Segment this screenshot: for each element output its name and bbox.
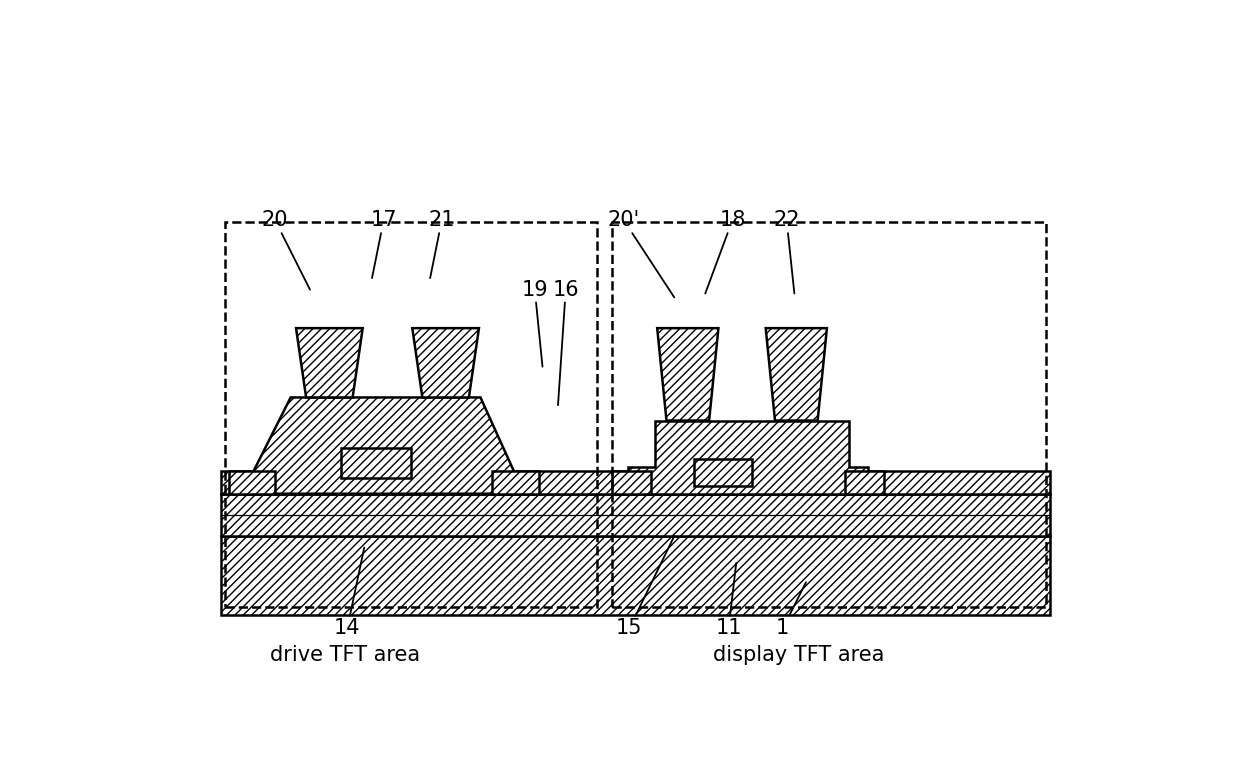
Text: display TFT area: display TFT area	[713, 645, 884, 666]
Text: 1: 1	[776, 583, 806, 638]
Polygon shape	[296, 328, 363, 397]
Text: 21: 21	[429, 210, 455, 278]
Bar	[613, 222, 1047, 607]
Polygon shape	[627, 420, 868, 494]
Text: drive TFT area: drive TFT area	[270, 645, 420, 666]
Polygon shape	[844, 470, 883, 494]
Text: 15: 15	[616, 536, 675, 638]
Text: 20: 20	[262, 210, 310, 289]
Text: 11: 11	[715, 563, 742, 638]
Polygon shape	[613, 470, 651, 494]
Polygon shape	[412, 328, 479, 397]
Bar	[221, 536, 1050, 615]
Polygon shape	[492, 470, 538, 494]
Polygon shape	[244, 397, 523, 494]
Bar	[221, 470, 1050, 494]
Polygon shape	[228, 470, 275, 494]
Text: 19: 19	[522, 280, 548, 367]
Text: 14: 14	[334, 547, 365, 638]
Bar	[224, 222, 596, 607]
Text: 20': 20'	[608, 210, 675, 297]
Polygon shape	[657, 328, 718, 420]
Bar	[221, 494, 1050, 536]
Text: 17: 17	[371, 210, 397, 278]
Text: 18: 18	[706, 210, 745, 293]
Text: 22: 22	[774, 210, 800, 293]
Bar	[693, 459, 751, 486]
Text: 16: 16	[553, 280, 579, 405]
Bar	[341, 448, 410, 478]
Polygon shape	[766, 328, 827, 420]
